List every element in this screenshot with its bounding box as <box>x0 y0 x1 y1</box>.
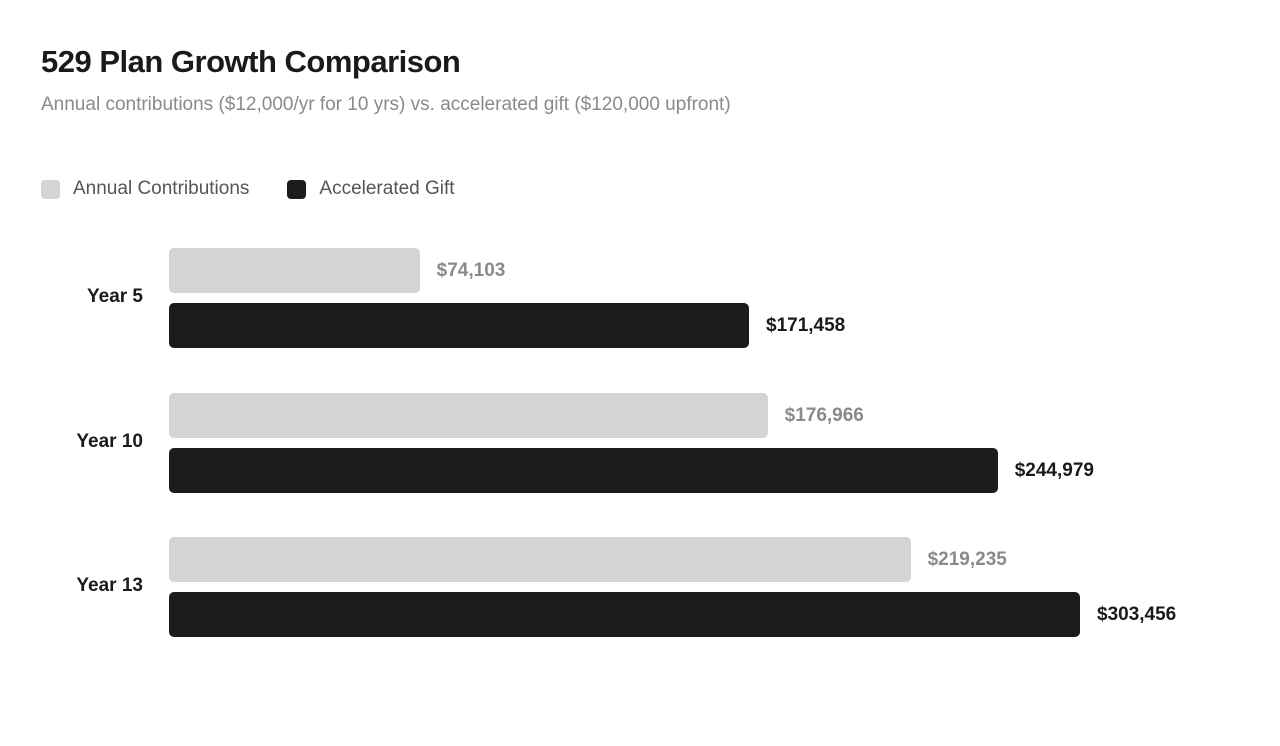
data-label: $176,966 <box>784 404 864 426</box>
bar-accelerated <box>169 592 1080 637</box>
data-label: $171,458 <box>766 315 846 336</box>
bar-accelerated <box>169 447 998 493</box>
data-label: $74,103 <box>436 260 506 281</box>
bar-group: Year 5 $74,103 $171,458 <box>0 248 1280 348</box>
legend: Annual Contributions Accelerated Gift <box>41 178 493 200</box>
chart-title: 529 Plan Growth Comparison <box>41 44 461 79</box>
legend-label-annual: Annual Contributions <box>73 178 250 199</box>
legend-item-accelerated: Accelerated Gift <box>287 178 455 200</box>
legend-label-accelerated: Accelerated Gift <box>319 178 455 199</box>
category-label: Year 10 <box>76 430 143 452</box>
legend-swatch-annual <box>41 179 60 199</box>
bar-annual <box>169 248 420 293</box>
category-label: Year 13 <box>76 575 143 596</box>
bar-annual <box>169 392 768 438</box>
bar-annual <box>169 537 911 582</box>
chart-subtitle: Annual contributions ($12,000/yr for 10 … <box>41 94 731 115</box>
legend-swatch-accelerated <box>287 179 307 199</box>
bar-group: Year 13 $219,235 $303,456 <box>0 537 1280 637</box>
data-label: $244,979 <box>1014 459 1094 481</box>
bar-accelerated <box>169 303 749 348</box>
data-label: $219,235 <box>927 549 1007 570</box>
data-label: $303,456 <box>1097 604 1177 625</box>
legend-item-annual: Annual Contributions <box>41 178 249 200</box>
bar-group: Year 10 $176,966 $244,979 <box>0 392 1280 493</box>
category-label: Year 5 <box>87 286 143 307</box>
